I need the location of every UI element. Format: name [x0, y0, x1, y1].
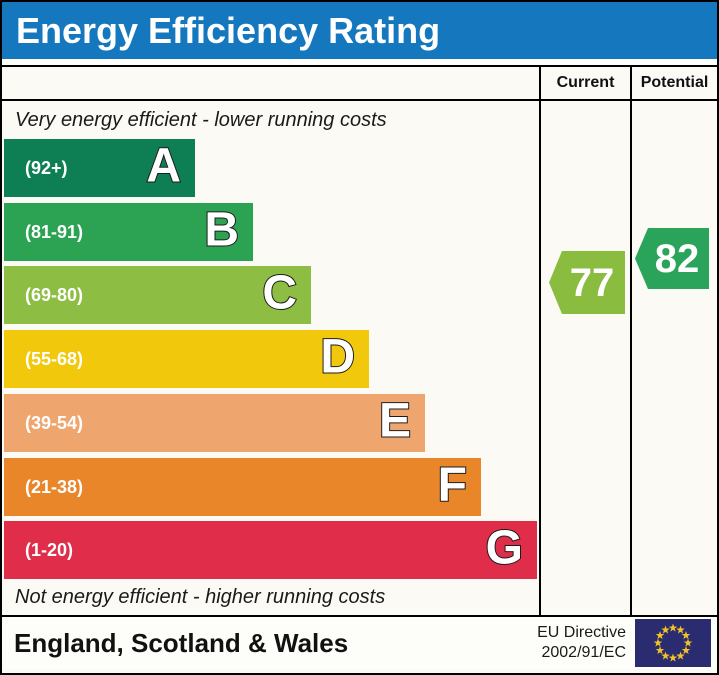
band-d-row: (55-68) D	[4, 330, 369, 388]
eu-directive-line1: EU Directive	[537, 624, 626, 641]
band-b-range: (81-91)	[25, 221, 84, 242]
band-c-letter: C	[261, 266, 298, 320]
band-g-row: (1-20) G	[4, 521, 537, 579]
eu-directive-line2: 2002/91/EC	[541, 644, 626, 661]
band-a-row: (92+) A	[4, 139, 195, 197]
band-c-row: (69-80) C	[4, 266, 311, 324]
page-title: Energy Efficiency Rating	[16, 9, 441, 51]
band-f-letter: F	[437, 458, 468, 512]
band-b-row: (81-91) B	[4, 203, 253, 261]
band-c-range: (69-80)	[25, 284, 84, 305]
band-b-letter: B	[203, 203, 240, 257]
column-divider-potential	[630, 67, 632, 615]
footer-bar: England, Scotland & Wales EU Directive 2…	[2, 615, 717, 669]
band-d-letter: D	[319, 330, 356, 384]
header-underline	[2, 99, 717, 101]
eu-directive-label: EU Directive 2002/91/EC	[537, 623, 626, 663]
potential-rating-value: 82	[654, 236, 700, 281]
current-rating-value: 77	[569, 260, 615, 305]
band-d-range: (55-68)	[25, 348, 84, 369]
band-f-row: (21-38) F	[4, 458, 481, 516]
band-e-row: (39-54) E	[4, 394, 425, 452]
current-column-header: Current	[556, 74, 615, 91]
epc-chart: Current Potential Very energy efficient …	[2, 65, 717, 615]
band-e-range: (39-54)	[25, 412, 84, 433]
band-g-letter: G	[485, 521, 524, 575]
title-bar: Energy Efficiency Rating	[2, 2, 717, 59]
eu-flag-icon	[635, 619, 711, 667]
top-note: Very energy efficient - lower running co…	[15, 109, 387, 131]
current-rating-arrow: 77	[549, 251, 625, 314]
potential-column-header: Potential	[640, 74, 709, 91]
region-label: England, Scotland & Wales	[14, 627, 349, 658]
bottom-note: Not energy efficient - higher running co…	[15, 586, 386, 608]
title-divider	[2, 59, 717, 65]
band-e-letter: E	[378, 394, 412, 448]
band-g-range: (1-20)	[25, 539, 74, 560]
column-divider-current	[539, 67, 541, 615]
potential-rating-arrow: 82	[635, 228, 709, 289]
band-a-range: (92+)	[25, 157, 68, 178]
band-a-letter: A	[145, 139, 182, 193]
band-f-range: (21-38)	[25, 476, 84, 497]
